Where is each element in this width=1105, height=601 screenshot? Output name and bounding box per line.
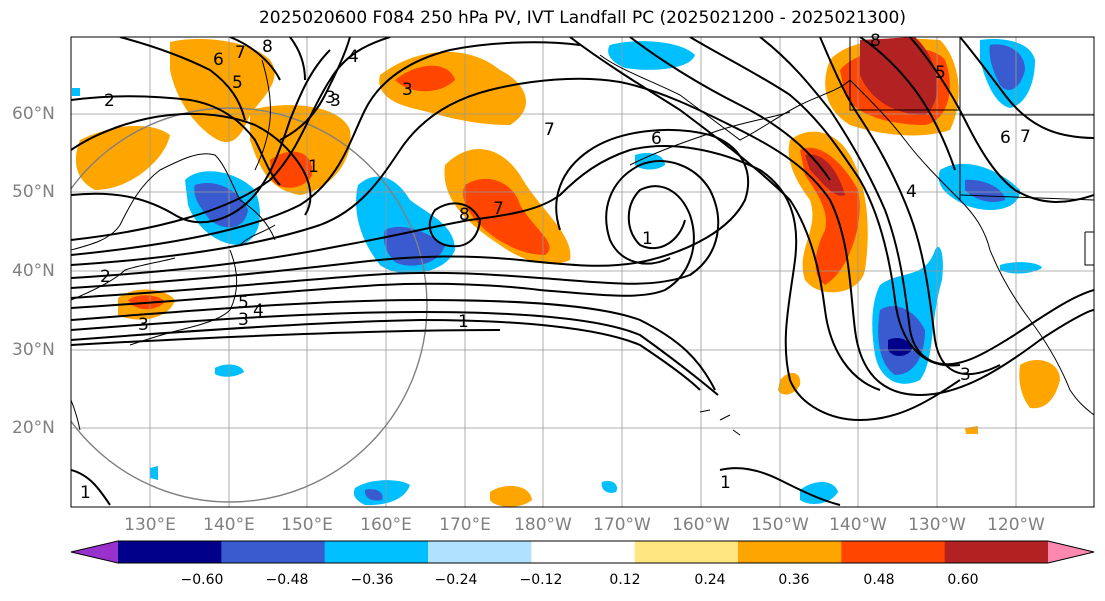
contour-label: 5	[238, 293, 249, 313]
colorbar-segment	[221, 541, 326, 563]
colorbar-extend-max	[1048, 541, 1094, 563]
lon-label: 180°W	[514, 515, 572, 535]
lon-label: 170°E	[439, 515, 491, 535]
plot-frame	[70, 36, 1095, 508]
contour-label: 8	[870, 31, 881, 51]
shade-negative	[601, 480, 618, 493]
shading-layer	[72, 37, 1060, 507]
contour-label: 3	[238, 310, 249, 330]
colorbar	[70, 540, 1095, 564]
lon-label: 150°E	[281, 515, 333, 535]
contour-label: 5	[935, 63, 946, 83]
shade-negative	[888, 338, 912, 356]
shade-negative	[364, 489, 383, 501]
lon-label: 170°W	[593, 515, 651, 535]
lat-label-40n: 40°N	[12, 261, 55, 281]
contour-label: 2	[100, 267, 111, 287]
colorbar-segment	[944, 541, 1049, 563]
colorbar-tick: −0.24	[434, 572, 478, 588]
contour-label: 7	[235, 43, 246, 63]
colorbar-tick: −0.48	[265, 572, 309, 588]
contour-label: 6	[651, 129, 662, 149]
colorbar-tick: −0.36	[350, 572, 394, 588]
colorbar-segment	[428, 541, 532, 563]
contour-label: 4	[348, 47, 359, 67]
contour-label: 1	[720, 473, 731, 493]
coastlines	[71, 37, 1094, 436]
shade-positive	[490, 485, 532, 507]
lat-label-50n: 50°N	[12, 182, 55, 202]
colorbar-tick: 0.48	[863, 572, 895, 588]
colorbar-extend-min	[71, 541, 118, 563]
colorbar-tick: −0.60	[180, 572, 224, 588]
contour-label: 4	[253, 301, 264, 321]
contour-label: 4	[906, 182, 917, 202]
shade-positive	[270, 151, 313, 188]
lon-label: 120°W	[987, 515, 1045, 535]
colorbar-tick: 0.36	[778, 572, 810, 588]
lat-label-30n: 30°N	[12, 340, 55, 360]
shade-negative	[1000, 262, 1042, 274]
colorbar-outline	[70, 540, 1095, 564]
shade-negative	[72, 88, 80, 96]
colorbar-tick: 0.60	[947, 572, 979, 588]
map-title: 2025020600 F084 250 hPa PV, IVT Landfall…	[258, 8, 906, 28]
colorbar-segment	[738, 541, 842, 563]
contour-label: 1	[642, 229, 653, 249]
pv-contours	[71, 37, 1094, 506]
colorbar-segment	[531, 541, 636, 563]
shade-positive	[395, 65, 455, 92]
contour-label-group: 2 6 8 5 4 3 3 1 7 6 7 8 7 1 6 7 5 4 3 1 …	[80, 31, 1031, 503]
contour-label: 3	[402, 80, 413, 100]
contour-label: 6	[1000, 128, 1011, 148]
colorbar-tick: 0.12	[609, 572, 641, 588]
shade-positive	[805, 154, 845, 196]
contour-label: 1	[458, 312, 469, 332]
colorbar-segment	[324, 541, 429, 563]
lon-label: 140°E	[203, 515, 255, 535]
shade-negative	[800, 481, 838, 504]
lon-label: 130°W	[908, 515, 966, 535]
colorbar-segment	[118, 541, 222, 563]
shade-positive	[170, 39, 275, 143]
shade-positive	[1019, 360, 1060, 409]
range-circle	[71, 107, 428, 503]
lon-label: 140°W	[829, 515, 887, 535]
contour-label: 3	[138, 315, 149, 335]
lon-label: 130°E	[124, 515, 176, 535]
colorbar-tick: 0.24	[694, 572, 726, 588]
lon-label: 160°W	[672, 515, 730, 535]
contour-label: 2	[104, 91, 115, 111]
contour-label: 8	[262, 37, 273, 57]
contour-label: 1	[308, 157, 319, 177]
shade-positive	[463, 178, 550, 255]
colorbar-segment	[841, 541, 946, 563]
contour-label: 8	[459, 205, 470, 225]
shade-negative	[215, 364, 244, 377]
lat-label-20n: 20°N	[12, 418, 55, 438]
shade-negative	[194, 182, 248, 228]
shade-negative	[150, 466, 158, 480]
contour-label: 3	[960, 365, 971, 385]
shade-negative	[353, 480, 410, 506]
contour-label: 5	[232, 73, 243, 93]
contour-label: 3	[330, 91, 341, 111]
lon-label: 160°E	[360, 515, 412, 535]
contour-label: 6	[213, 50, 224, 70]
colorbar-segment	[634, 541, 739, 563]
shade-negative	[608, 41, 695, 70]
shade-positive	[75, 125, 170, 190]
contour-label: 7	[544, 120, 555, 140]
lat-label-60n: 60°N	[12, 104, 55, 124]
lon-label: 150°W	[751, 515, 809, 535]
contour-label: 7	[1020, 127, 1031, 147]
contour-label: 1	[80, 483, 91, 503]
contour-label: 7	[493, 199, 504, 219]
colorbar-tick: −0.12	[519, 572, 563, 588]
contour-label: 3	[325, 88, 336, 108]
shade-positive	[965, 426, 978, 434]
